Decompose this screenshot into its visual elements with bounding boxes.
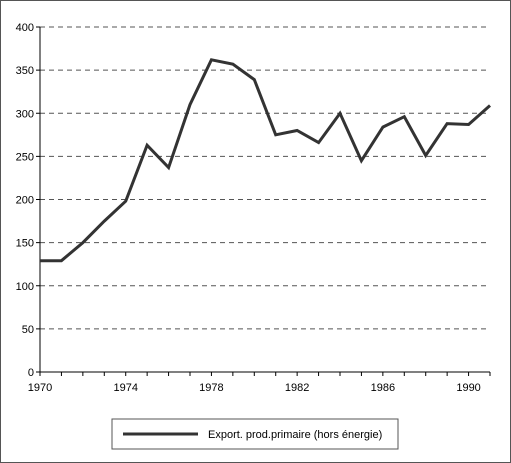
legend-label: Export. prod.primaire (hors énergie) [208, 429, 382, 441]
grid-lines [40, 26, 490, 330]
x-tick-labels: 1970 1974 1978 1982 1986 1990 [28, 382, 481, 394]
y-tick-labels: 0 50 100 150 200 250 300 350 400 [16, 22, 34, 379]
series-line [40, 58, 491, 263]
y-tick-label: 0 [28, 367, 34, 379]
x-tick-label: 1978 [199, 382, 223, 394]
x-tick-label: 1982 [285, 382, 309, 394]
y-tick-label: 250 [16, 151, 34, 163]
x-tick-label: 1986 [371, 382, 395, 394]
y-tick-label: 150 [16, 238, 34, 250]
x-tick-label: 1990 [456, 382, 480, 394]
y-tick-label: 350 [16, 65, 34, 77]
y-tick-label: 100 [16, 281, 34, 293]
series-layer [40, 58, 491, 263]
y-tick-label: 200 [16, 195, 34, 207]
x-tick-label: 1970 [28, 382, 52, 394]
x-tick-label: 1974 [113, 382, 137, 394]
y-tick-label: 50 [22, 324, 34, 336]
axes [36, 26, 491, 376]
legend: Export. prod.primaire (hors énergie) [111, 418, 399, 450]
y-tick-label: 400 [16, 22, 34, 34]
y-tick-label: 300 [16, 108, 34, 120]
